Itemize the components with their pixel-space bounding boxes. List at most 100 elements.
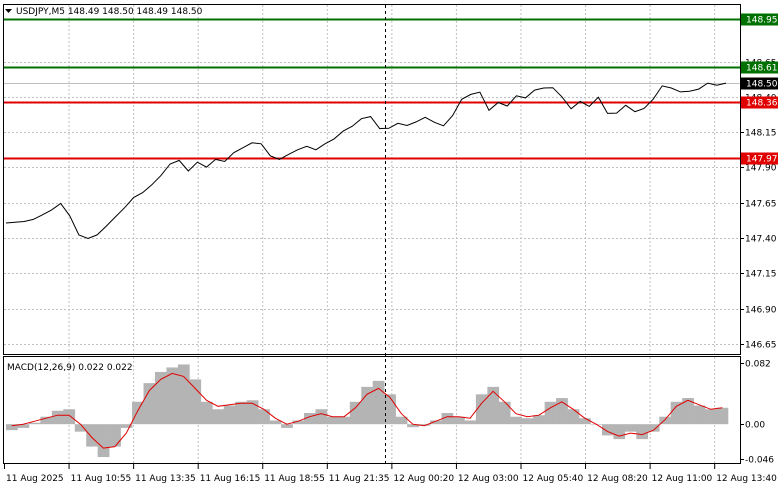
macd-histogram-bar <box>315 409 328 425</box>
macd-histogram-bar <box>235 401 247 425</box>
macd-histogram-bar <box>269 420 282 425</box>
time-tick-label: 12 Aug 11:00 <box>652 474 713 484</box>
macd-signal-line <box>11 372 723 449</box>
macd-histogram-bar <box>109 424 121 447</box>
level-tag-label: 148.36 <box>746 99 778 109</box>
time-tick-label: 11 Aug 16:15 <box>200 474 261 484</box>
price-tick-label: 147.65 <box>745 200 777 210</box>
macd-histogram-bar <box>624 424 637 432</box>
macd-histogram-bar <box>384 394 396 425</box>
macd-histogram-bar <box>97 424 110 458</box>
level-tags: 148.95 148.61 148.36 147.97 148.50 <box>741 13 778 165</box>
macd-histogram-bar <box>579 418 591 425</box>
macd-histogram-bar <box>63 409 76 425</box>
level-tag <box>741 61 778 74</box>
macd-histogram-bar <box>533 415 545 425</box>
macd-histogram-bar <box>28 422 41 425</box>
macd-histogram-bar <box>475 394 488 425</box>
macd-histogram-bar <box>51 410 64 425</box>
time-tick-label: 12 Aug 13:40 <box>716 474 777 484</box>
time-tick-label: 12 Aug 03:00 <box>458 474 519 484</box>
level-tag-label: 147.97 <box>746 155 778 165</box>
macd-histogram-bar <box>258 409 270 425</box>
macd-histogram-bar <box>613 424 626 440</box>
price-panel[interactable] <box>3 4 741 355</box>
macd-histogram-bar <box>189 379 202 425</box>
macd-histogram-bar <box>40 416 53 425</box>
macd-tick-label: 0.00 <box>745 421 765 431</box>
macd-histogram-bar <box>143 383 156 425</box>
macd-histogram-bar <box>120 424 133 428</box>
macd-histogram-bar <box>510 416 523 425</box>
price-tick-label: 147.15 <box>745 270 777 280</box>
level-tag <box>741 96 778 109</box>
dropdown-triangle-icon[interactable] <box>5 9 12 13</box>
level-tag <box>741 13 778 26</box>
time-tick-label: 11 Aug 18:55 <box>264 474 325 484</box>
macd-histogram-bar <box>17 424 30 428</box>
macd-histogram-bar <box>372 380 385 425</box>
macd-histogram-bar <box>154 371 167 425</box>
price-tick-label: 146.90 <box>745 306 777 316</box>
macd-histogram-bar <box>716 407 729 425</box>
macd-histogram-bar <box>395 416 408 425</box>
macd-histogram-bar <box>292 420 305 425</box>
macd-tick-label: -0.046 <box>745 456 774 466</box>
current-price-tag <box>741 77 778 90</box>
macd-header: MACD(12,26,9) 0.022 0.022 <box>7 363 133 373</box>
macd-histogram-bar <box>452 416 465 425</box>
macd-histogram-bar <box>223 405 236 425</box>
macd-histogram-bar <box>326 416 339 425</box>
macd-histogram-bar <box>498 401 511 425</box>
macd-histogram-bar <box>349 401 362 425</box>
macd-histogram-bar <box>670 401 683 425</box>
macd-histogram-bar <box>166 367 179 425</box>
macd-histogram-bar <box>132 401 144 425</box>
symbol-header: USDJPY,M5 148.49 148.50 148.49 148.50 <box>16 7 203 17</box>
macd-histogram-bar <box>418 424 431 426</box>
price-tick-label: 147.40 <box>745 235 777 245</box>
macd-histogram-bar <box>200 401 213 425</box>
macd-histogram-bar <box>430 420 442 425</box>
macd-histogram-bar <box>281 424 293 428</box>
time-tick-label: 11 Aug 21:35 <box>329 474 390 484</box>
macd-histogram-bar <box>556 398 568 425</box>
price-tick-label: 147.90 <box>745 164 777 174</box>
price-levels <box>4 18 740 160</box>
time-tick-label: 12 Aug 08:20 <box>587 474 648 484</box>
macd-histogram-bar <box>338 416 351 425</box>
price-tick-label: 146.65 <box>745 341 777 351</box>
time-tick-label: 11 Aug 10:55 <box>71 474 132 484</box>
macd-histogram-bar <box>441 412 454 425</box>
macd-histogram-bar <box>6 424 18 431</box>
price-tick-label: 148.15 <box>745 129 777 139</box>
macd-histogram-bar <box>682 398 694 425</box>
current-price-label: 148.50 <box>746 80 778 90</box>
price-series <box>5 82 727 240</box>
macd-histogram-bar <box>601 424 614 436</box>
time-tick-label: 11 Aug 2025 <box>6 474 64 484</box>
level-tag-label: 148.61 <box>746 64 778 74</box>
macd-histogram-bar <box>177 364 190 425</box>
macd-histogram-bar <box>693 405 706 425</box>
price-line <box>5 82 727 240</box>
macd-histogram <box>6 364 729 458</box>
macd-histogram-bar <box>361 386 374 425</box>
macd-histogram-bar <box>659 416 671 425</box>
macd-histogram-bar <box>647 424 660 432</box>
macd-histogram-bar <box>303 412 316 425</box>
macd-histogram-bar <box>521 418 534 425</box>
macd-tick-label: 0.082 <box>745 360 771 370</box>
macd-histogram-bar <box>212 409 225 425</box>
time-axis: 11 Aug 2025 11 Aug 10:55 11 Aug 13:35 11 Au… <box>4 464 777 484</box>
macd-histogram-bar <box>407 424 419 428</box>
time-tick-label: 11 Aug 13:35 <box>135 474 196 484</box>
macd-histogram-bar <box>487 386 500 425</box>
level-tag <box>741 152 778 165</box>
level-tag-label: 148.95 <box>746 16 778 26</box>
macd-histogram-bar <box>567 409 580 425</box>
macd-histogram-bar <box>464 420 477 425</box>
time-tick-label: 12 Aug 05:40 <box>523 474 584 484</box>
macd-histogram-bar <box>705 409 717 425</box>
